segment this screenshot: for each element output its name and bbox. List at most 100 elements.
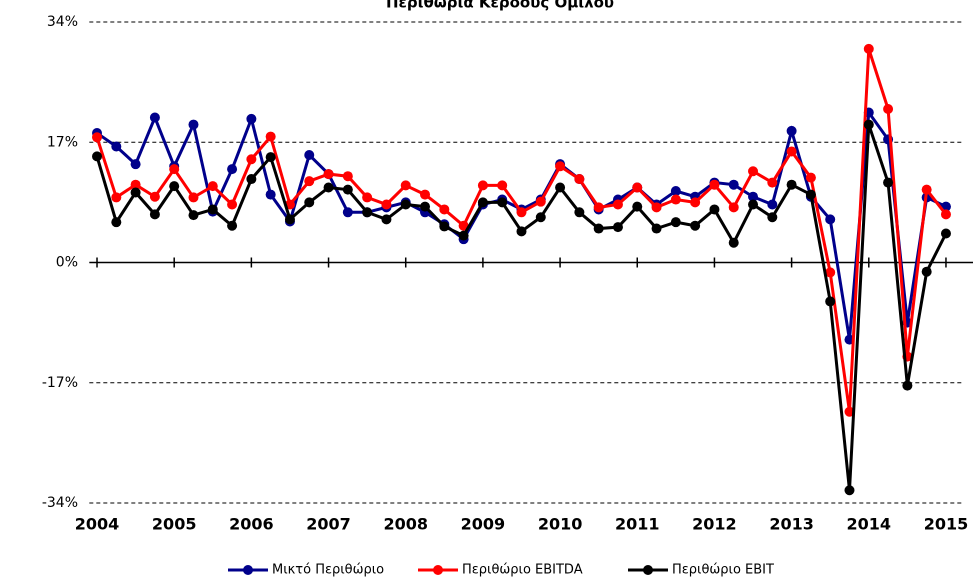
point — [921, 184, 932, 195]
point — [940, 209, 951, 220]
point — [728, 179, 739, 190]
point — [497, 180, 508, 191]
x-tick-label: 2009 — [461, 515, 506, 534]
point — [593, 202, 604, 213]
point — [535, 212, 546, 223]
point — [420, 189, 431, 200]
point — [825, 267, 836, 278]
point — [883, 104, 894, 115]
point — [535, 196, 546, 207]
point — [555, 182, 566, 193]
point — [400, 199, 411, 210]
point — [863, 43, 874, 54]
point — [651, 223, 662, 234]
point — [130, 179, 141, 190]
point — [169, 164, 180, 175]
point — [863, 119, 874, 130]
point — [748, 166, 759, 177]
point — [284, 214, 295, 225]
point — [92, 132, 103, 143]
point — [593, 223, 604, 234]
point — [227, 220, 238, 231]
point — [786, 146, 797, 157]
point — [940, 228, 951, 239]
point — [921, 266, 932, 277]
point — [323, 169, 334, 180]
point — [342, 171, 353, 182]
series-line — [95, 124, 948, 491]
x-tick-label: 2011 — [615, 515, 660, 534]
point — [458, 230, 469, 241]
point — [690, 197, 701, 208]
legend-marker — [433, 565, 443, 575]
point — [188, 119, 199, 130]
legend-marker — [243, 565, 253, 575]
point — [265, 152, 276, 163]
point — [574, 207, 585, 218]
x-tick-label: 2008 — [383, 515, 428, 534]
point — [516, 226, 527, 237]
legend-label: Περιθώριο EBIT — [672, 563, 774, 578]
point — [670, 217, 681, 228]
point — [227, 164, 238, 175]
point — [767, 199, 778, 210]
point — [149, 209, 160, 220]
point — [709, 179, 720, 190]
point — [748, 191, 759, 202]
point — [207, 181, 218, 192]
point — [516, 207, 527, 218]
x-tick-label: 2015 — [924, 515, 969, 534]
point — [227, 199, 238, 210]
point — [439, 221, 450, 232]
y-tick-label: 0% — [56, 255, 78, 271]
point — [690, 220, 701, 231]
point — [188, 210, 199, 221]
point — [728, 237, 739, 248]
point — [342, 184, 353, 195]
point — [265, 189, 276, 200]
point — [805, 172, 816, 183]
point — [805, 189, 816, 200]
x-tick-label: 2010 — [538, 515, 583, 534]
point — [883, 177, 894, 188]
point — [381, 214, 392, 225]
point — [670, 186, 681, 197]
x-tick-label: 2012 — [692, 515, 737, 534]
x-tick-label: 2004 — [75, 515, 120, 534]
point — [439, 204, 450, 215]
point — [748, 199, 759, 210]
point — [400, 180, 411, 191]
point — [825, 296, 836, 307]
y-tick-label: -34% — [42, 495, 78, 511]
point — [477, 197, 488, 208]
point — [612, 222, 623, 233]
chart-title: Περιθώρια Κέρδους Ομίλου — [386, 0, 614, 12]
point — [130, 159, 141, 170]
point — [555, 161, 566, 172]
point — [362, 207, 373, 218]
point — [709, 204, 720, 215]
point — [111, 217, 122, 228]
point — [574, 174, 585, 185]
x-tick-label: 2007 — [306, 515, 351, 534]
point — [670, 194, 681, 205]
point — [304, 197, 315, 208]
point — [632, 201, 643, 212]
point — [458, 220, 469, 231]
point — [92, 151, 103, 162]
point — [246, 154, 257, 165]
point — [111, 141, 122, 152]
point — [902, 380, 913, 391]
point — [844, 406, 855, 417]
point — [767, 177, 778, 188]
x-tick-label: 2013 — [769, 515, 814, 534]
point — [342, 207, 353, 218]
point — [477, 180, 488, 191]
x-tick-label: 2014 — [847, 515, 892, 534]
point — [728, 202, 739, 213]
point — [381, 199, 392, 210]
point — [130, 187, 141, 198]
point — [420, 201, 431, 212]
point — [188, 192, 199, 203]
